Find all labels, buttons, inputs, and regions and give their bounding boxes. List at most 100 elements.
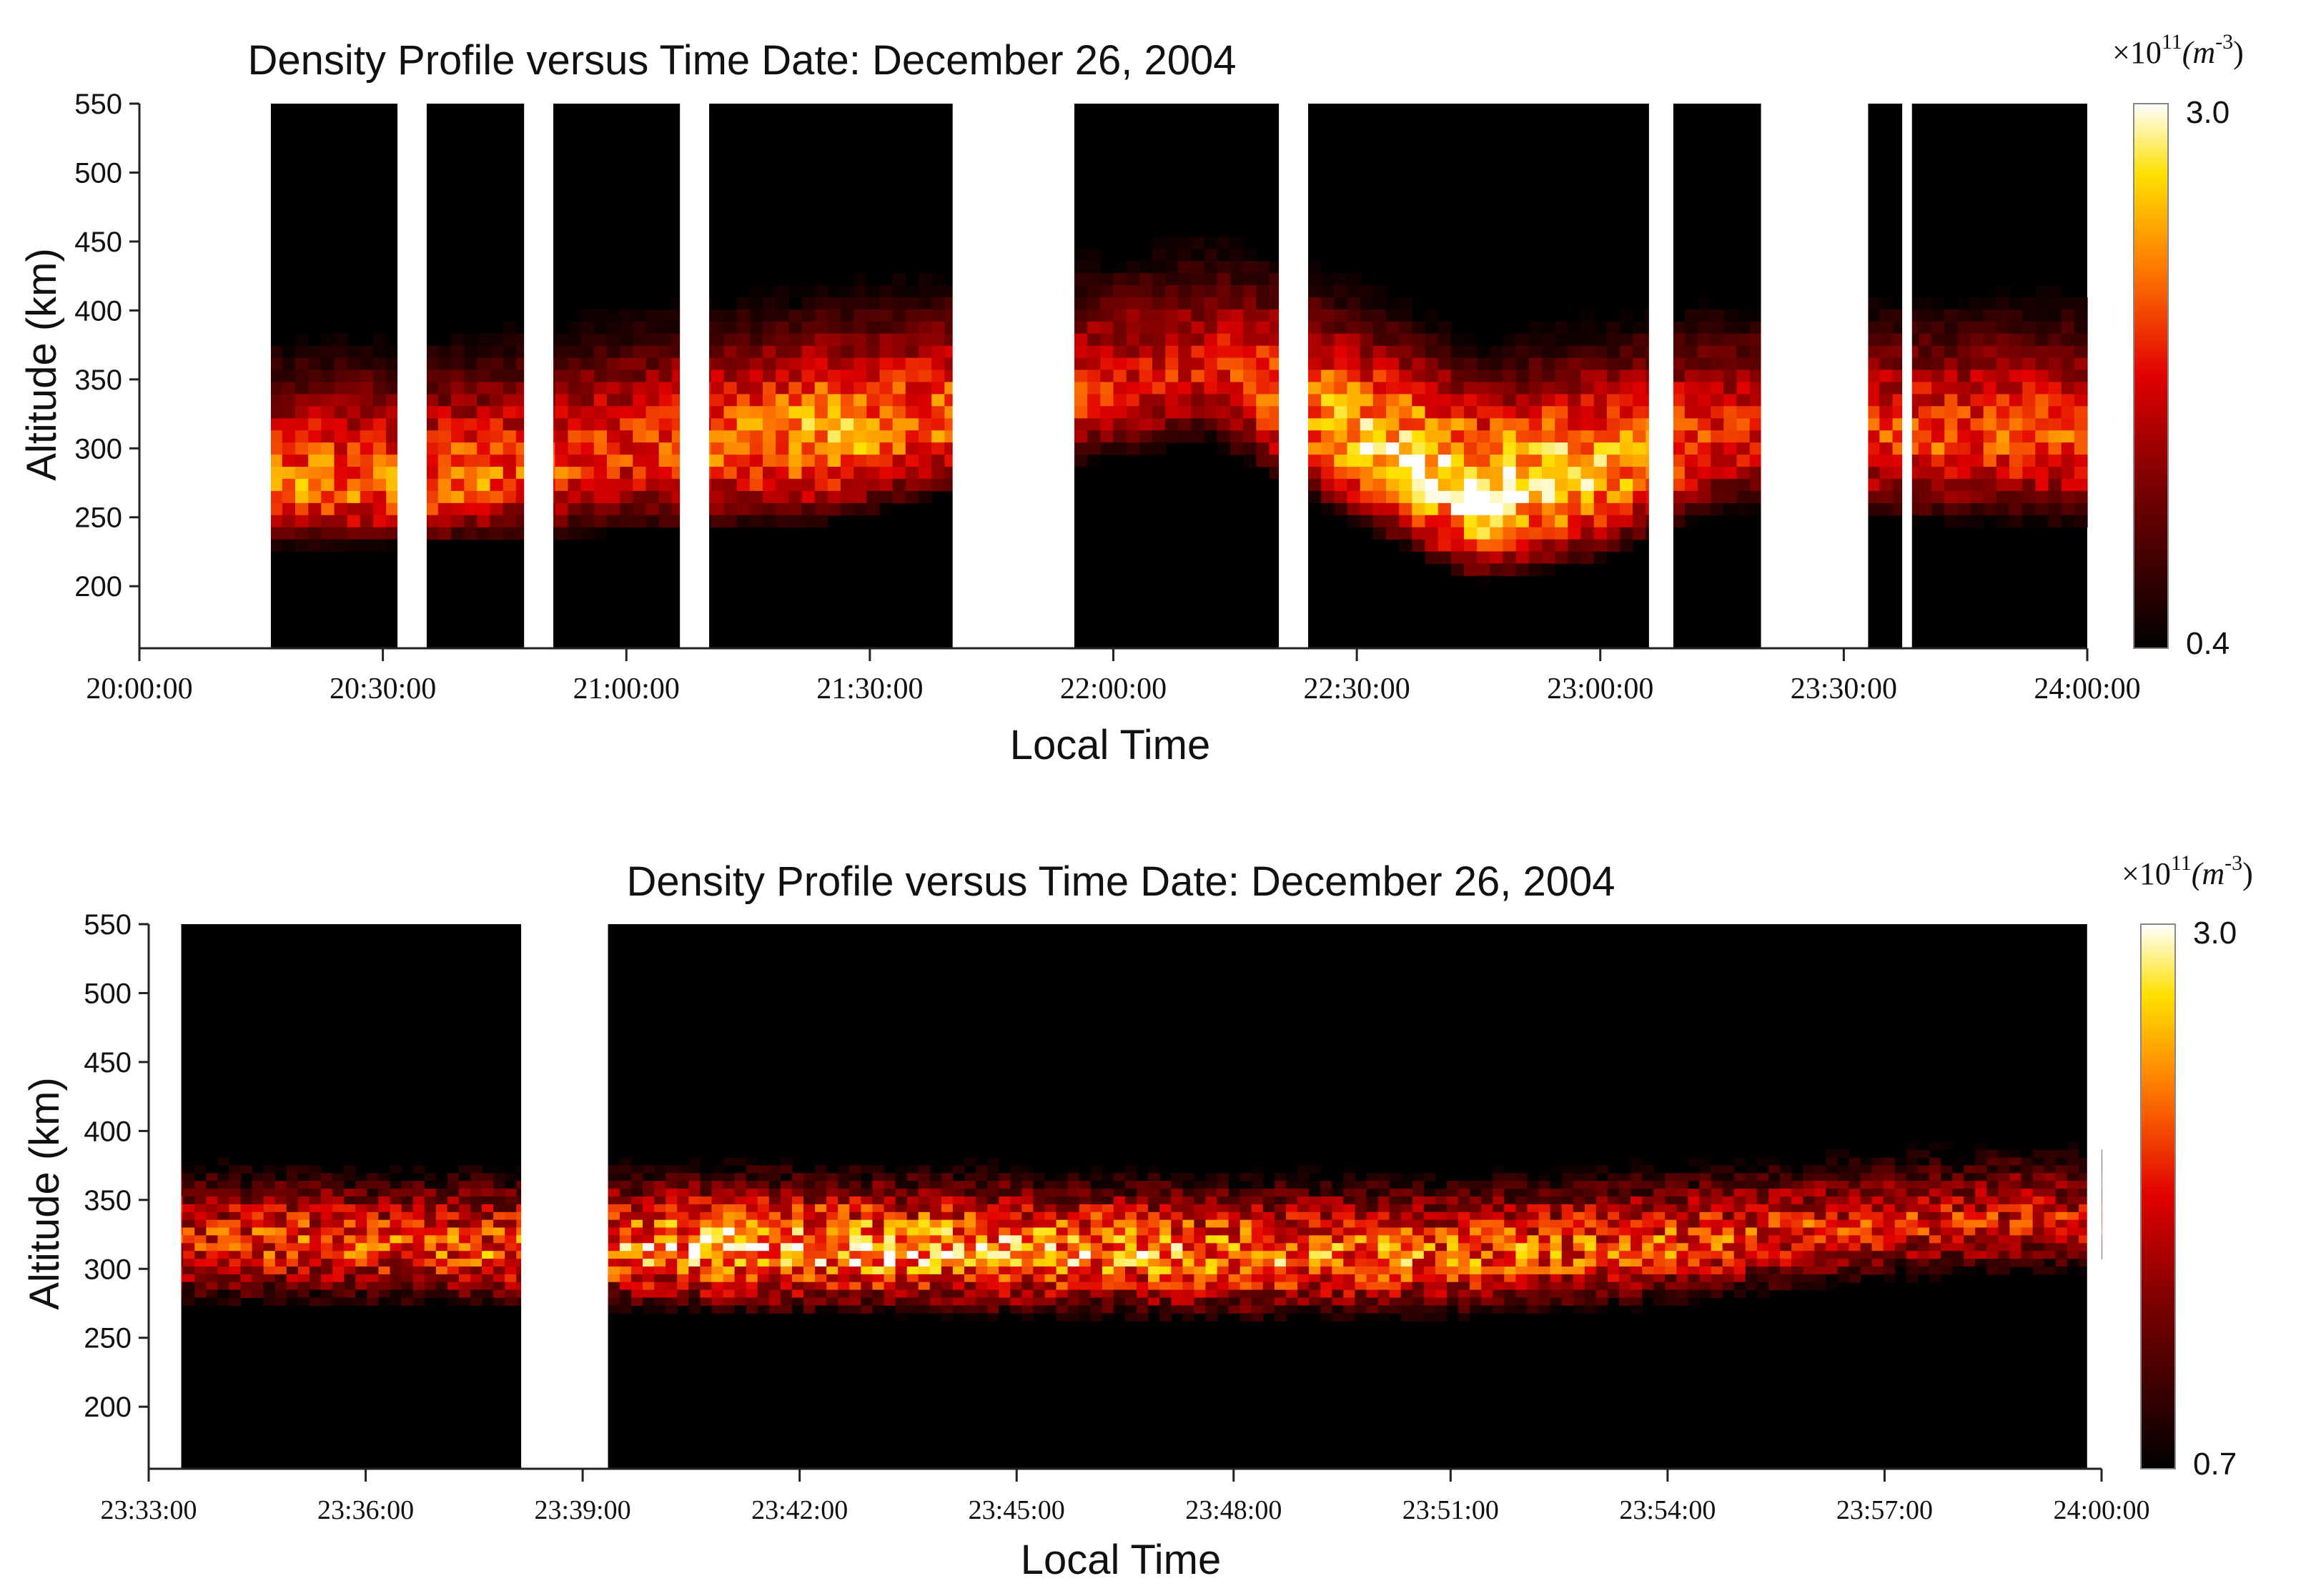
heatmap-cell bbox=[1477, 551, 1490, 564]
heatmap-cell bbox=[2048, 442, 2062, 455]
heatmap-cell bbox=[1944, 394, 1958, 407]
heatmap-cell bbox=[1931, 394, 1945, 407]
heatmap-cell bbox=[815, 1267, 827, 1275]
heatmap-cell bbox=[274, 1251, 287, 1259]
heatmap-cell bbox=[941, 1313, 954, 1322]
heatmap-cell bbox=[297, 1227, 310, 1236]
heatmap-cell bbox=[1423, 1297, 1436, 1306]
heatmap-cell bbox=[827, 442, 841, 455]
heatmap-cell bbox=[1217, 297, 1231, 310]
heatmap-cell bbox=[1580, 406, 1595, 419]
heatmap-cell bbox=[378, 1219, 391, 1229]
heatmap-cell bbox=[229, 1251, 242, 1259]
heatmap-cell bbox=[1165, 345, 1179, 359]
heatmap-cell bbox=[593, 382, 608, 395]
heatmap-cell bbox=[425, 455, 439, 467]
heatmap-cell bbox=[412, 1165, 425, 1174]
heatmap-cell bbox=[645, 467, 660, 480]
heatmap-cell bbox=[711, 1243, 724, 1251]
heatmap-cell bbox=[347, 382, 361, 395]
heatmap-cell bbox=[734, 1204, 747, 1213]
heatmap-cell bbox=[386, 370, 400, 382]
heatmap-cell bbox=[746, 1189, 758, 1197]
heatmap-cell bbox=[1148, 1189, 1160, 1197]
heatmap-cell bbox=[1332, 1274, 1344, 1283]
heatmap-cell bbox=[1423, 1227, 1436, 1236]
heatmap-cell bbox=[1090, 1219, 1103, 1229]
heatmap-cell bbox=[801, 502, 816, 516]
heatmap-cell bbox=[1528, 467, 1543, 480]
heatmap-cell bbox=[1205, 1289, 1218, 1299]
heatmap-cell bbox=[919, 321, 932, 334]
heatmap-cell bbox=[1320, 1282, 1332, 1291]
heatmap-cell bbox=[1749, 333, 1763, 347]
heatmap-cell bbox=[1377, 1211, 1390, 1221]
heatmap-cell bbox=[608, 1219, 620, 1229]
heatmap-cell bbox=[853, 382, 867, 395]
heatmap-cell bbox=[1243, 261, 1257, 274]
heatmap-cell bbox=[757, 1259, 770, 1267]
heatmap-cell bbox=[1425, 345, 1439, 359]
heatmap-cell bbox=[1749, 370, 1763, 382]
heatmap-cell bbox=[505, 1282, 517, 1291]
heatmap-cell bbox=[1749, 357, 1763, 371]
heatmap-cell bbox=[447, 1219, 460, 1229]
heatmap-cell bbox=[1437, 321, 1452, 334]
heatmap-cell bbox=[2061, 502, 2075, 516]
heatmap-cell bbox=[447, 1297, 460, 1306]
heatmap-cell bbox=[1355, 1274, 1367, 1283]
heatmap-cell bbox=[2035, 321, 2049, 334]
heatmap-cell bbox=[841, 309, 854, 322]
heatmap-cell bbox=[424, 1251, 437, 1259]
heatmap-cell bbox=[1515, 1189, 1528, 1197]
heatmap-cell bbox=[776, 490, 789, 504]
heatmap-cell bbox=[1470, 1259, 1482, 1267]
heatmap-cell bbox=[1152, 394, 1166, 407]
heatmap-cell bbox=[905, 370, 919, 382]
heatmap-cell bbox=[952, 1165, 965, 1174]
heatmap-cell bbox=[1918, 467, 1932, 480]
heatmap-cell bbox=[1056, 1211, 1069, 1221]
heatmap-cell bbox=[2035, 297, 2049, 310]
heatmap-cell bbox=[895, 1235, 908, 1244]
heatmap-cell bbox=[378, 1251, 391, 1259]
heatmap-cell bbox=[1286, 1173, 1298, 1181]
heatmap-cell bbox=[1944, 333, 1958, 347]
heatmap-cell bbox=[895, 1189, 908, 1197]
chart-top-colorbar-min: 0.4 bbox=[2186, 626, 2230, 661]
heatmap-cell bbox=[321, 406, 335, 419]
heatmap-cell bbox=[2022, 406, 2036, 419]
heatmap-cell bbox=[931, 333, 945, 347]
heatmap-cell bbox=[1423, 1267, 1436, 1275]
heatmap-cell bbox=[941, 1204, 954, 1213]
heatmap-cell bbox=[1297, 1305, 1310, 1314]
heatmap-cell bbox=[1504, 1305, 1516, 1314]
heatmap-cell bbox=[1515, 1274, 1528, 1283]
heatmap-cell bbox=[700, 1189, 713, 1197]
heatmap-cell bbox=[1412, 1313, 1425, 1322]
heatmap-cell bbox=[631, 1282, 643, 1291]
heatmap-cell bbox=[1286, 1235, 1298, 1244]
heatmap-cell bbox=[282, 394, 296, 407]
heatmap-cell bbox=[373, 527, 387, 540]
heatmap-cell bbox=[768, 1282, 781, 1291]
heatmap-cell bbox=[1074, 394, 1088, 407]
heatmap-cell bbox=[1205, 1181, 1218, 1189]
heatmap-cell bbox=[1113, 1297, 1126, 1306]
heatmap-cell bbox=[1944, 478, 1958, 492]
heatmap-cell bbox=[295, 527, 309, 540]
heatmap-cell bbox=[493, 1243, 505, 1251]
heatmap-cell bbox=[905, 333, 919, 347]
heatmap-cell bbox=[1555, 490, 1568, 504]
heatmap-cell bbox=[1251, 1181, 1264, 1189]
heatmap-cell bbox=[297, 1181, 310, 1189]
heatmap-cell bbox=[1090, 1181, 1103, 1189]
heatmap-cell bbox=[801, 333, 816, 347]
heatmap-cell bbox=[1555, 321, 1568, 334]
heatmap-cell bbox=[746, 1165, 758, 1174]
heatmap-cell bbox=[1620, 442, 1633, 455]
heatmap-cell bbox=[1493, 1251, 1505, 1259]
heatmap-cell bbox=[1633, 333, 1646, 347]
heatmap-cell bbox=[654, 1204, 666, 1213]
heatmap-cell bbox=[895, 1243, 908, 1251]
